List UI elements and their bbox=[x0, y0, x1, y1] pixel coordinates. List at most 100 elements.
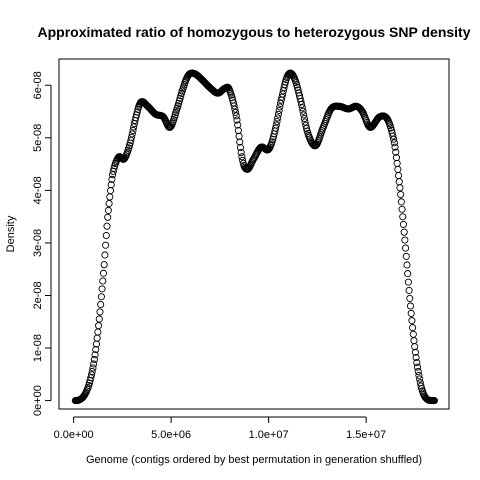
data-point bbox=[108, 175, 116, 183]
data-point bbox=[272, 121, 280, 129]
data-point bbox=[389, 132, 397, 140]
data-point bbox=[233, 116, 241, 124]
data-point bbox=[239, 156, 247, 164]
data-point bbox=[231, 105, 239, 113]
data-point bbox=[132, 111, 141, 119]
data-point bbox=[409, 330, 417, 338]
data-point bbox=[224, 83, 232, 91]
data-point bbox=[293, 83, 301, 91]
data-point bbox=[430, 397, 438, 405]
data-point bbox=[411, 348, 419, 356]
data-point bbox=[408, 317, 416, 325]
data-point bbox=[299, 107, 307, 115]
data-point bbox=[104, 206, 112, 214]
data-point bbox=[166, 123, 174, 131]
data-point bbox=[405, 286, 413, 295]
data-point bbox=[93, 334, 101, 342]
data-point bbox=[410, 337, 418, 345]
y-axis: 0e+00 1e-08 2e-08 3e-08 4e-08 5e-08 6e-08 bbox=[32, 71, 52, 416]
data-point bbox=[236, 143, 245, 152]
data-point bbox=[99, 269, 108, 277]
data-point bbox=[300, 114, 308, 122]
data-point bbox=[273, 118, 281, 126]
data-point bbox=[415, 371, 423, 379]
data-point bbox=[106, 193, 114, 201]
data-point bbox=[406, 302, 415, 310]
plot-frame bbox=[58, 58, 450, 410]
data-point bbox=[392, 148, 400, 156]
data-point bbox=[96, 308, 104, 316]
data-point bbox=[400, 228, 408, 236]
data-point bbox=[236, 138, 244, 146]
data-point bbox=[417, 382, 425, 390]
y-tick-label: 1e-08 bbox=[32, 334, 44, 362]
data-point bbox=[403, 261, 411, 269]
data-point bbox=[407, 309, 415, 317]
data-point bbox=[397, 190, 405, 199]
data-point bbox=[95, 315, 103, 323]
data-point bbox=[90, 356, 98, 364]
y-tick-label: 6e-08 bbox=[32, 71, 44, 99]
data-point bbox=[97, 293, 105, 301]
x-tick-label: 0.0e+00 bbox=[54, 429, 94, 441]
data-point bbox=[98, 285, 106, 293]
data-point bbox=[395, 178, 403, 186]
data-point bbox=[275, 106, 283, 115]
data-point bbox=[276, 103, 284, 111]
data-point bbox=[413, 363, 422, 371]
x-axis: 0.0e+00 5.0e+06 1.0e+07 1.5e+07 bbox=[54, 416, 386, 441]
data-point bbox=[399, 213, 407, 221]
data-point bbox=[103, 222, 111, 230]
y-tick-label: 4e-08 bbox=[32, 176, 44, 204]
data-point bbox=[234, 121, 242, 129]
y-tick-label: 5e-08 bbox=[32, 124, 44, 152]
data-point bbox=[97, 300, 105, 309]
data-point bbox=[402, 244, 410, 252]
data-point bbox=[128, 130, 136, 138]
data-points bbox=[71, 69, 438, 405]
data-point bbox=[281, 81, 289, 89]
data-point bbox=[127, 136, 135, 144]
data-point bbox=[99, 277, 107, 285]
data-point bbox=[232, 112, 240, 120]
data-point bbox=[129, 126, 137, 134]
data-point bbox=[94, 328, 102, 336]
data-point bbox=[411, 343, 419, 351]
x-tick-label: 1.0e+07 bbox=[249, 429, 289, 441]
data-point bbox=[100, 261, 108, 269]
data-point bbox=[390, 139, 398, 147]
data-point bbox=[106, 187, 115, 195]
data-point bbox=[232, 108, 240, 116]
data-point bbox=[404, 270, 412, 278]
data-point bbox=[414, 367, 422, 375]
y-tick-label: 0e+00 bbox=[32, 385, 44, 416]
x-axis-label: Genome (contigs ordered by best permutat… bbox=[86, 454, 422, 466]
data-point bbox=[102, 231, 110, 240]
data-point bbox=[235, 132, 243, 140]
data-point bbox=[272, 124, 280, 132]
data-point bbox=[238, 153, 246, 161]
data-point bbox=[92, 345, 100, 354]
y-tick-label: 3e-08 bbox=[32, 229, 44, 257]
data-point bbox=[105, 199, 113, 208]
data-point bbox=[398, 205, 406, 213]
data-point bbox=[298, 104, 306, 112]
data-point bbox=[90, 360, 98, 368]
x-tick-label: 5.0e+06 bbox=[151, 429, 191, 441]
data-point bbox=[101, 251, 109, 259]
x-tick-label: 1.5e+07 bbox=[346, 429, 386, 441]
data-point bbox=[391, 143, 399, 151]
data-point bbox=[107, 181, 115, 189]
data-point bbox=[274, 114, 282, 122]
data-point bbox=[394, 171, 403, 180]
data-point bbox=[404, 278, 412, 286]
chart-title: Approximated ratio of homozygous to hete… bbox=[37, 24, 470, 40]
data-point bbox=[413, 358, 421, 367]
data-point bbox=[102, 241, 110, 249]
data-point bbox=[88, 367, 96, 376]
data-point bbox=[301, 118, 309, 126]
data-point bbox=[401, 236, 409, 244]
data-point bbox=[300, 111, 308, 119]
y-tick-label: 2e-08 bbox=[32, 281, 44, 309]
